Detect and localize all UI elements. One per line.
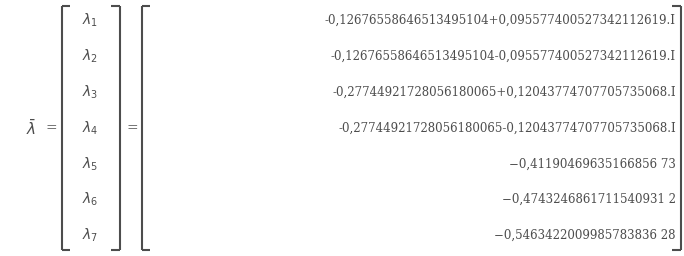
Text: -0,27744921728056180065+0,12043774707705735068.I: -0,27744921728056180065+0,12043774707705… (332, 86, 676, 99)
Text: $\lambda_1$: $\lambda_1$ (82, 12, 98, 29)
Text: $\lambda_3$: $\lambda_3$ (82, 83, 98, 101)
Text: −0,4743246861711540931 2: −0,4743246861711540931 2 (502, 193, 676, 206)
Text: -0,12676558646513495104+0,095577400527342112619.I: -0,12676558646513495104+0,09557740052734… (325, 14, 676, 27)
Text: $\lambda_5$: $\lambda_5$ (82, 155, 98, 173)
Text: $\lambda_6$: $\lambda_6$ (82, 191, 98, 208)
Text: $\lambda_4$: $\lambda_4$ (82, 119, 98, 137)
Text: -0,27744921728056180065-0,12043774707705735068.I: -0,27744921728056180065-0,12043774707705… (338, 122, 676, 134)
Text: -0,12676558646513495104-0,095577400527342112619.I: -0,12676558646513495104-0,09557740052734… (330, 50, 676, 63)
Text: −0,5463422009985783836 28: −0,5463422009985783836 28 (495, 229, 676, 242)
Text: =: = (46, 121, 57, 135)
Text: $\bar{\lambda}$: $\bar{\lambda}$ (25, 119, 36, 137)
Text: −0,41190469635166856 73: −0,41190469635166856 73 (509, 157, 676, 170)
Text: =: = (127, 121, 137, 135)
Text: $\lambda_7$: $\lambda_7$ (82, 227, 98, 244)
Text: $\lambda_2$: $\lambda_2$ (82, 48, 98, 65)
